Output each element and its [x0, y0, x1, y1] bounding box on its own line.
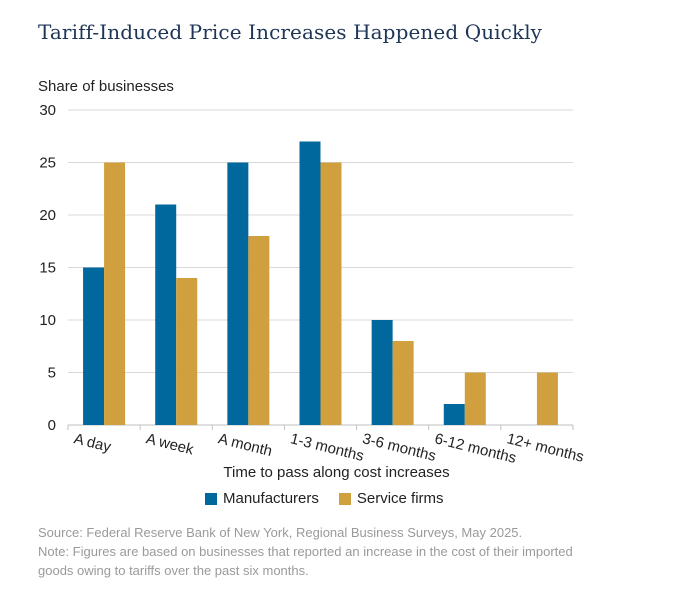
bar-service-firms: [104, 162, 126, 425]
y-tick-label: 30: [39, 102, 56, 119]
bar-manufacturers: [155, 204, 177, 425]
x-axis-label: Time to pass along cost increases: [223, 464, 450, 481]
legend-label-service-firms: Service firms: [356, 490, 444, 507]
bar-manufacturers: [227, 162, 249, 425]
legend-item-service-firms: Service firms: [338, 490, 444, 507]
x-tick-label: 12+ months: [505, 430, 586, 466]
bar-manufacturers: [83, 267, 105, 425]
y-tick-label: 20: [39, 207, 56, 224]
bar-chart: 0 5 10 15 20 25 30 A day A week A month 1-3 month…: [39, 102, 585, 467]
bar-service-firms: [176, 278, 198, 425]
y-tick-label: 10: [39, 312, 56, 329]
legend-item-manufacturers: Manufacturers: [205, 490, 319, 507]
x-tick-label: 6-12 months: [433, 430, 518, 467]
bar-service-firms: [536, 372, 558, 425]
x-tick-label: A week: [144, 430, 196, 458]
bar-service-firms: [248, 236, 270, 425]
x-tick-label: A day: [72, 430, 113, 456]
y-tick-label: 5: [48, 365, 56, 382]
footnotes: Source: Federal Reserve Bank of New York…: [38, 523, 658, 580]
bar-manufacturers: [371, 320, 393, 425]
y-tick-label: 0: [48, 417, 56, 434]
bar-service-firms: [464, 372, 486, 425]
x-tick-label: 3-6 months: [361, 430, 438, 465]
bars: [83, 141, 558, 425]
note-line-2: goods owing to tariffs over the past six…: [38, 563, 309, 578]
bar-service-firms: [392, 341, 414, 425]
note-line-1: Note: Figures are based on businesses th…: [38, 544, 573, 559]
legend: Manufacturers Service firms: [205, 490, 458, 507]
x-tick-label: 1-3 months: [289, 430, 366, 465]
legend-label-manufacturers: Manufacturers: [223, 490, 319, 507]
x-tick-label: A month: [216, 430, 274, 460]
y-tick-label: 25: [39, 155, 56, 172]
y-axis-label: Share of businesses: [38, 78, 174, 95]
bar-manufacturers: [443, 404, 465, 425]
bar-service-firms: [320, 162, 342, 425]
y-tick-labels: 0 5 10 15 20 25 30: [39, 102, 56, 434]
source-note: Source: Federal Reserve Bank of New York…: [38, 525, 523, 540]
chart-title: Tariff-Induced Price Increases Happened …: [38, 20, 543, 44]
legend-swatch-manufacturers: [205, 492, 217, 505]
y-tick-label: 15: [39, 260, 56, 277]
legend-swatch-service-firms: [338, 492, 351, 505]
bar-manufacturers: [299, 141, 321, 425]
